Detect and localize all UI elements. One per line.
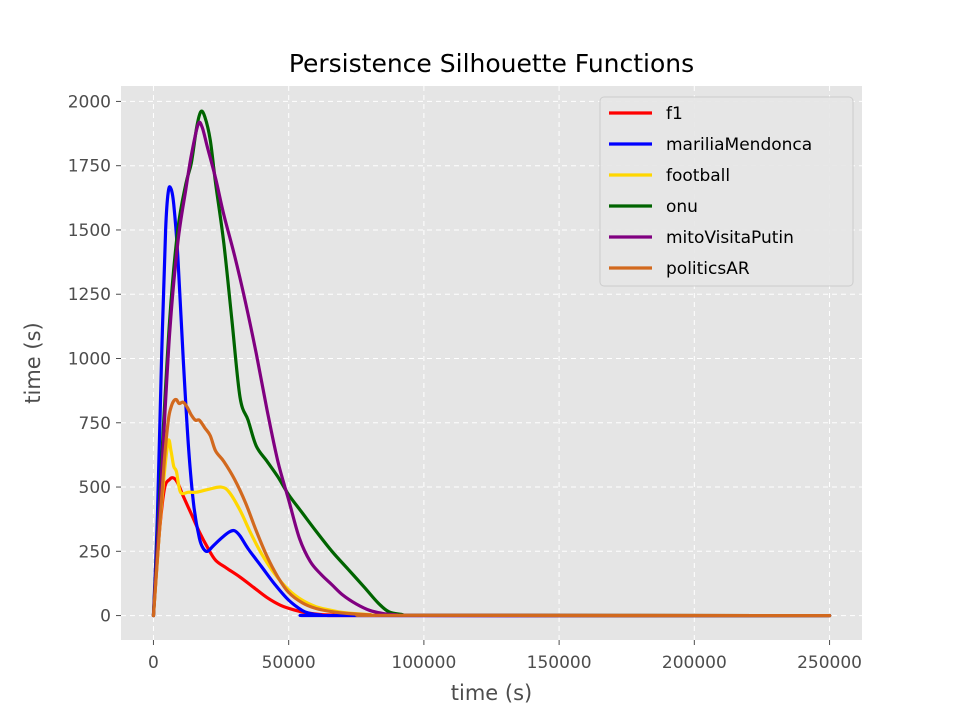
y-tick-label: 1250 bbox=[68, 285, 111, 305]
chart-title: Persistence Silhouette Functions bbox=[289, 49, 694, 78]
y-tick-label: 1500 bbox=[68, 221, 111, 241]
series-line-mariliaMendonca bbox=[151, 185, 832, 618]
legend-label-f1: f1 bbox=[666, 104, 683, 124]
legend-label-football: football bbox=[666, 166, 730, 186]
x-tick-label: 150000 bbox=[527, 653, 592, 673]
y-tick-label: 750 bbox=[79, 414, 111, 434]
y-tick-label: 2000 bbox=[68, 92, 111, 112]
y-tick-label: 250 bbox=[79, 542, 111, 562]
axis-ticks: 0 50000 100000 150000 200000 250000 0 250 500 750… bbox=[68, 92, 862, 673]
x-tick-label: 100000 bbox=[391, 653, 456, 673]
y-tick-label: 500 bbox=[79, 478, 111, 498]
series-line-mitoVisitaPutin bbox=[151, 120, 832, 618]
series-layer bbox=[151, 109, 832, 618]
legend-label-mariliaMendonca: mariliaMendonca bbox=[666, 135, 812, 155]
y-tick-label: 1750 bbox=[68, 157, 111, 177]
y-tick-label: 1000 bbox=[68, 350, 111, 370]
x-tick-label: 50000 bbox=[262, 653, 316, 673]
legend-label-onu: onu bbox=[666, 197, 698, 217]
series-line-politicsAR bbox=[151, 397, 832, 618]
x-axis-label: time (s) bbox=[451, 681, 532, 705]
y-tick-label: 0 bbox=[100, 607, 111, 627]
legend-box bbox=[599, 96, 854, 287]
x-tick-label: 250000 bbox=[797, 653, 862, 673]
x-tick-label: 200000 bbox=[662, 653, 727, 673]
legend-label-politicsAR: politicsAR bbox=[666, 259, 750, 279]
y-axis-label: time (s) bbox=[21, 322, 45, 403]
legend: f1 mariliaMendonca football onu mitoVisitaPu… bbox=[599, 96, 854, 287]
x-tick-label: 0 bbox=[148, 653, 159, 673]
legend-label-mitoVisitaPutin: mitoVisitaPutin bbox=[666, 228, 794, 248]
